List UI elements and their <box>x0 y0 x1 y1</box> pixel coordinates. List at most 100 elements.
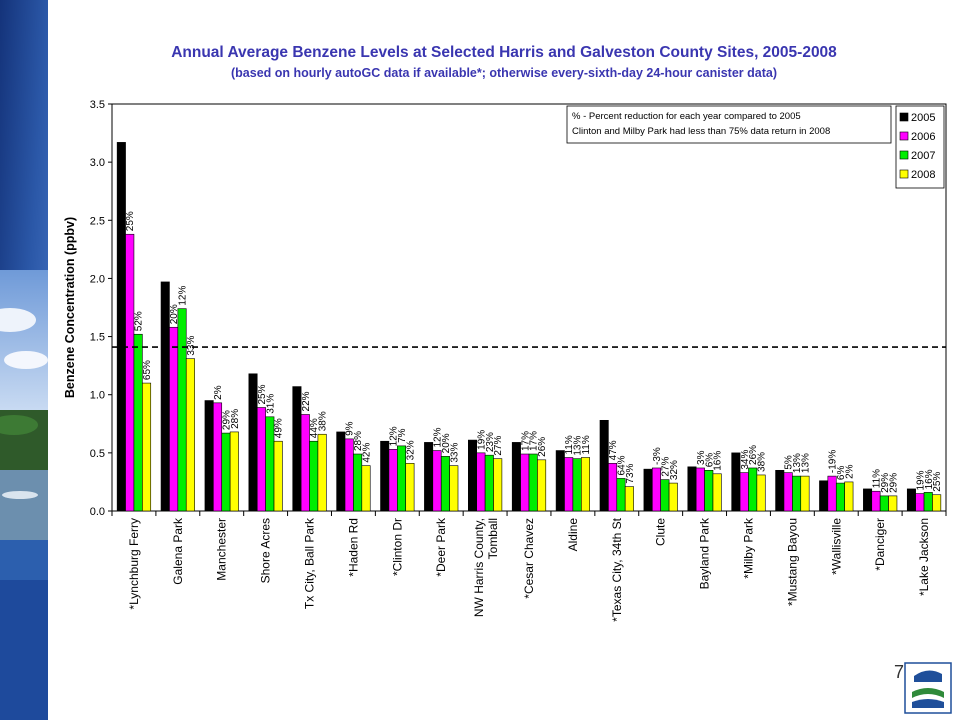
data-label: 33% <box>449 443 460 463</box>
y-axis-label: Benzene Concentration (ppbv) <box>63 217 77 398</box>
bar-2007 <box>748 467 758 512</box>
data-label: 6% <box>704 453 715 468</box>
data-label: 25% <box>125 211 136 231</box>
bar-2005 <box>687 466 697 512</box>
bar-2006 <box>520 453 530 512</box>
data-label: 73% <box>625 463 636 483</box>
bar-2006 <box>564 457 574 512</box>
bar-2007 <box>440 456 450 512</box>
bar-2008 <box>624 486 634 512</box>
bar-2006 <box>432 450 442 512</box>
data-label: -3% <box>652 447 663 465</box>
y-tick-label: 3.0 <box>90 157 105 169</box>
y-tick-label: 2.0 <box>90 273 105 285</box>
data-label: 33% <box>186 336 197 356</box>
data-label: 38% <box>318 411 329 431</box>
bar-2005 <box>643 468 653 512</box>
chart-title: Annual Average Benzene Levels at Selecte… <box>171 44 837 61</box>
bar-2007 <box>660 479 670 512</box>
data-label: 17% <box>529 431 540 451</box>
data-label: 31% <box>265 394 276 414</box>
x-tick-label: *Clinton Dr <box>390 518 404 576</box>
data-label: 12% <box>178 286 189 306</box>
bar-2008 <box>405 463 415 512</box>
y-tick-label: 3.5 <box>90 99 105 111</box>
data-label: 34% <box>740 450 751 470</box>
data-label: 65% <box>142 360 153 380</box>
data-label: 47% <box>608 440 619 460</box>
annotation-box <box>566 105 892 144</box>
bar-2008 <box>844 481 854 512</box>
bar-2005 <box>336 431 346 512</box>
data-label: 26% <box>748 445 759 465</box>
data-label: 2% <box>844 464 855 479</box>
y-tick-label: 1.5 <box>90 332 105 344</box>
data-label: 5% <box>784 455 795 470</box>
bar-2006 <box>695 467 705 512</box>
data-label: 7% <box>397 428 408 443</box>
bar-2005 <box>819 480 829 512</box>
chart-subtitle: (based on hourly autoGC data if availabl… <box>231 66 777 80</box>
x-tick-label: Galena Park <box>171 517 185 585</box>
legend-label-2007: 2007 <box>911 150 935 162</box>
data-label: 19% <box>476 430 487 450</box>
y-tick-label: 2.5 <box>90 215 105 227</box>
data-label: 28% <box>230 409 241 429</box>
legend-swatch-2006 <box>899 131 909 141</box>
y-tick-label: 1.0 <box>90 390 105 402</box>
legend-swatch-2008 <box>899 169 909 179</box>
data-label: 23% <box>485 432 496 452</box>
bar-2007 <box>528 453 538 512</box>
legend-label-2005: 2005 <box>911 112 935 124</box>
data-label: 3% <box>696 450 707 465</box>
bar-2008 <box>668 482 678 512</box>
data-label: 20% <box>169 304 180 324</box>
annotation-text: % - Percent reduction for each year comp… <box>572 111 801 122</box>
data-label: 13% <box>800 453 811 473</box>
bar-2007 <box>221 432 231 512</box>
bar-2005 <box>863 488 873 512</box>
bar-2007 <box>923 492 933 512</box>
bar-2008 <box>800 475 810 512</box>
x-tick-label: *Deer Park <box>434 517 448 577</box>
data-label: 29% <box>221 410 232 430</box>
bar-2006 <box>739 472 749 512</box>
x-tick-label: *Danciger <box>873 518 887 571</box>
x-tick-label: Shore Acres <box>259 518 273 583</box>
data-label: 12% <box>433 427 444 447</box>
data-label: 22% <box>301 391 312 411</box>
data-label: 25% <box>932 472 943 492</box>
x-tick-label: Clute <box>654 518 668 546</box>
page-number: 7 <box>893 662 904 682</box>
x-tick-label: *Haden Rd <box>346 518 360 577</box>
x-tick-label: *Mustang Bayou <box>785 518 799 606</box>
x-tick-label: *Lynchburg Ferry <box>127 518 141 610</box>
x-tick-label: Bayland Park <box>698 517 712 589</box>
data-label: 42% <box>362 443 373 463</box>
bar-2006 <box>125 233 135 512</box>
bar-2006 <box>915 493 925 512</box>
data-label: 12% <box>389 426 400 446</box>
bar-2005 <box>511 442 521 512</box>
bar-2008 <box>317 433 327 512</box>
x-tick-label: Tx City, Ball Park <box>303 517 317 609</box>
bar-2008 <box>142 382 152 512</box>
data-label: 32% <box>669 460 680 480</box>
bar-2006 <box>871 490 881 512</box>
data-label: 16% <box>924 469 935 489</box>
x-tick-label: *Lake Jackson <box>917 518 931 596</box>
data-label: -19% <box>828 450 839 473</box>
data-label: 19% <box>915 470 926 490</box>
legend-swatch-2007 <box>899 150 909 160</box>
x-tick-label: *Wallisville <box>829 518 843 575</box>
bar-2007 <box>572 458 582 512</box>
bar-2008 <box>932 494 942 512</box>
bar-2007 <box>835 482 845 512</box>
bar-2005 <box>204 400 214 512</box>
bar-2005 <box>380 440 390 512</box>
x-tick-label: Manchester <box>215 518 229 581</box>
data-label: 13% <box>573 436 584 456</box>
data-label: 26% <box>537 437 548 457</box>
bar-2006 <box>783 472 793 512</box>
